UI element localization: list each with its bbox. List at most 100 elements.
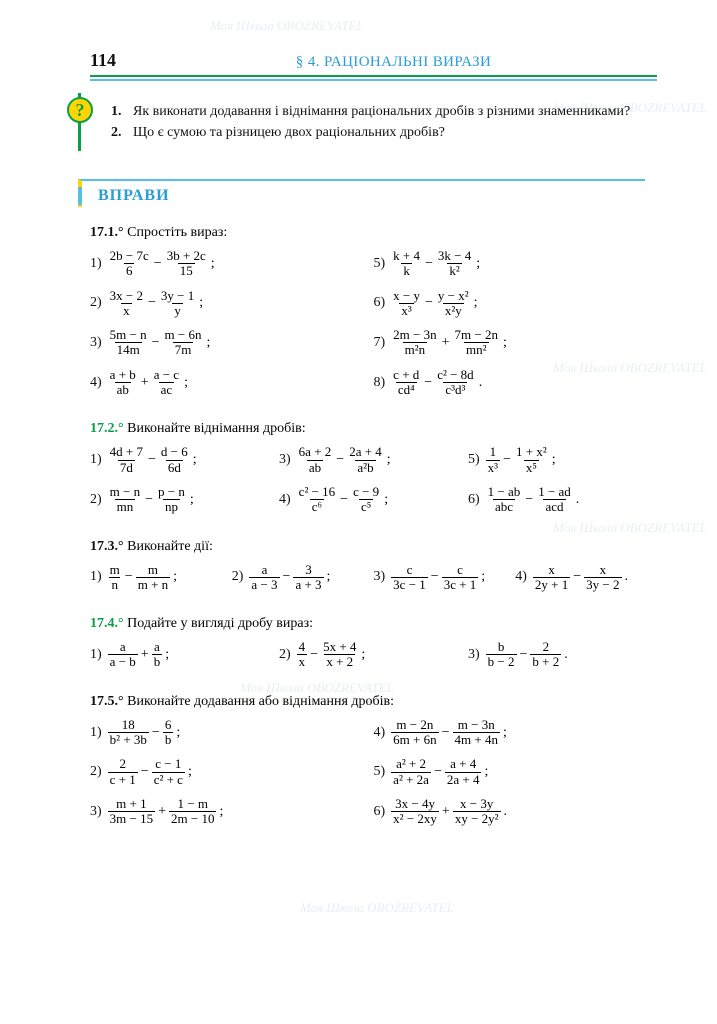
sub-number: 3) [374,569,386,585]
sub-item: 1) 4d + 77d−d − 66d; [90,445,279,475]
sub-number: 5) [374,764,386,780]
math-expression: 1x³−1 + x²x⁵; [486,445,559,475]
math-expression: x − yx³−y − x²x²y; [391,289,480,319]
math-expression: 4d + 77d−d − 66d; [108,445,200,475]
question-number: 1. [111,101,127,122]
sub-number: 2) [232,569,244,585]
sub-item: 3) m + 13m − 15+1 − m2m − 10; [90,797,374,827]
problem-17-3: 17.3.° Виконайте дії: 1) mn−mm + n; 2) aa −… [90,539,657,603]
math-expression: a² + 2a² + 2a−a + 42a + 4; [391,757,491,787]
sub-item: 6) 3x − 4yx² − 2xy+x − 3yxy − 2y². [374,797,658,827]
math-expression: c² − 16c⁶−c − 9c⁵; [297,485,391,515]
exercises-header: ВПРАВИ [78,179,645,207]
math-expression: aa − b+ab; [108,640,172,670]
sub-number: 1) [90,452,102,468]
math-expression: 2m − 3nm²n+7m − 2nmn²; [391,328,510,358]
sub-number: 3) [468,647,480,663]
problem-number: 17.4.° [90,616,124,631]
sub-number: 6) [374,804,386,820]
math-expression: 4x−5x + 4x + 2; [297,640,369,670]
sub-number: 1) [90,725,102,741]
sub-number: 3) [90,335,102,351]
math-expression: 5m − n14m−m − 6n7m; [108,328,214,358]
math-expression: m − 2n6m + 6n−m − 3n4m + 4n; [391,718,510,748]
watermark: Моя Школа OBOZREVATEL [553,520,707,536]
sub-number: 2) [90,764,102,780]
question-text: Як виконати додавання і віднімання раціо… [133,101,630,122]
subitems-grid: 1) 18b² + 3b−6b; 4) m − 2n6m + 6n−m − 3n4m … [90,718,657,837]
sub-item: 3)c3c − 1−c3c + 1; [374,563,516,593]
problem-number: 17.1.° [90,225,124,240]
math-expression: m + 13m − 15+1 − m2m − 10; [108,797,227,827]
section-title: § 4. РАЦІОНАЛЬНІ ВИРАЗИ [130,54,657,71]
sub-number: 1) [90,569,102,585]
math-expression: mn−mm + n; [108,563,180,593]
sub-item: 4) m − 2n6m + 6n−m − 3n4m + 4n; [374,718,658,748]
problem-17-1: 17.1.° Спростіть вираз: 1) 2b − 7c6−3b + … [90,225,657,407]
problem-number: 17.3.° [90,539,124,554]
sub-item: 2) 3x − 2x−3y − 1y; [90,289,374,319]
subitems-grid: 1) 4d + 77d−d − 66d; 3) 6a + 2ab−2a + 4a²b;… [90,445,657,524]
math-expression: c + dcd⁴−c² − 8dc³d³. [391,368,485,398]
sub-number: 3) [279,452,291,468]
math-expression: 1 − ababc−1 − adacd. [486,485,583,515]
problem-17-2: 17.2.° Виконайте віднімання дробів: 1)4d… [90,421,657,524]
subitems-grid: 1) mn−mm + n; 2) aa − 3−3a + 3; 3)c3c − 1−c3… [90,563,657,603]
math-expression: 2b − 7c6−3b + 2c15; [108,249,218,279]
watermark: Моя Школа OBOZREVATEL [553,360,707,376]
sub-number: 1) [90,256,102,272]
problem-number: 17.5.° [90,694,124,709]
sub-item: 1) aa − b+ab; [90,640,279,670]
question-box: ? 1. Як виконати додавання і віднімання … [78,93,657,151]
page-number: 114 [90,50,130,71]
math-expression: 3x − 4yx² − 2xy+x − 3yxy − 2y². [391,797,510,827]
sub-item: 5)k + 4k−3k − 4k²; [374,249,658,279]
sub-number: 6) [374,295,386,311]
question-text: Що є сумою та різницею двох раціональних… [133,122,445,143]
sub-item: 2)4x−5x + 4x + 2; [279,640,468,670]
math-expression: 3x − 2x−3y − 1y; [108,289,206,319]
question-mark-icon: ? [67,97,93,123]
sub-number: 2) [90,492,102,508]
sub-item: 1) 18b² + 3b−6b; [90,718,374,748]
sub-number: 1) [90,647,102,663]
question-item: 2. Що є сумою та різницею двох раціональ… [111,122,647,143]
sub-item: 2) 2c + 1−c − 1c² + c; [90,757,374,787]
math-expression: aa − 3−3a + 3; [249,563,333,593]
math-expression: 18b² + 3b−6b; [108,718,184,748]
math-expression: a + bab+a − cac; [108,368,191,398]
sub-item: 4)a + bab+a − cac; [90,368,374,398]
question-number: 2. [111,122,127,143]
header-underline [90,79,657,81]
sub-number: 5) [374,256,386,272]
sub-item: 1) 2b − 7c6−3b + 2c15; [90,249,374,279]
sub-number: 4) [515,569,527,585]
math-expression: 6a + 2ab−2a + 4a²b; [297,445,394,475]
sub-number: 4) [374,725,386,741]
sub-number: 3) [90,804,102,820]
sub-item: 3) 6a + 2ab−2a + 4a²b; [279,445,468,475]
sub-item: 7) 2m − 3nm²n+7m − 2nmn²; [374,328,658,358]
sub-number: 7) [374,335,386,351]
question-item: 1. Як виконати додавання і віднімання ра… [111,101,647,122]
math-expression: 2c + 1−c − 1c² + c; [108,757,195,787]
watermark: Моя Школа OBOZREVATEL [300,900,454,916]
math-expression: bb − 2−2b + 2. [486,640,571,670]
sub-item: 3) bb − 2−2b + 2. [468,640,657,670]
sub-number: 6) [468,492,480,508]
sub-number: 2) [90,295,102,311]
sub-item: 1) mn−mm + n; [90,563,232,593]
problem-title: Подайте у вигляді дробу вираз: [127,616,313,631]
math-expression: x2y + 1−x3y − 2. [533,563,631,593]
problem-title: Спростіть вираз: [127,225,227,240]
problem-17-4: 17.4.° Подайте у вигляді дробу вираз: 1)… [90,616,657,680]
problem-title: Виконайте додавання або віднімання дробі… [127,694,394,709]
page-container: Моя Школа OBOZREVATEL Моя Школа OBOZREVA… [0,0,717,881]
problem-title: Виконайте дії: [127,539,213,554]
sub-item: 5)1x³−1 + x²x⁵; [468,445,657,475]
subitems-grid: 1) aa − b+ab; 2)4x−5x + 4x + 2;3) bb − 2−2b… [90,640,657,680]
subitems-grid: 1)2b − 7c6−3b + 2c15;5)k + 4k−3k − 4k²;2… [90,249,657,407]
sub-number: 8) [374,375,386,391]
problem-17-5: 17.5.° Виконайте додавання або відніманн… [90,694,657,837]
watermark: Моя Школа OBOZREVATEL [210,18,364,34]
